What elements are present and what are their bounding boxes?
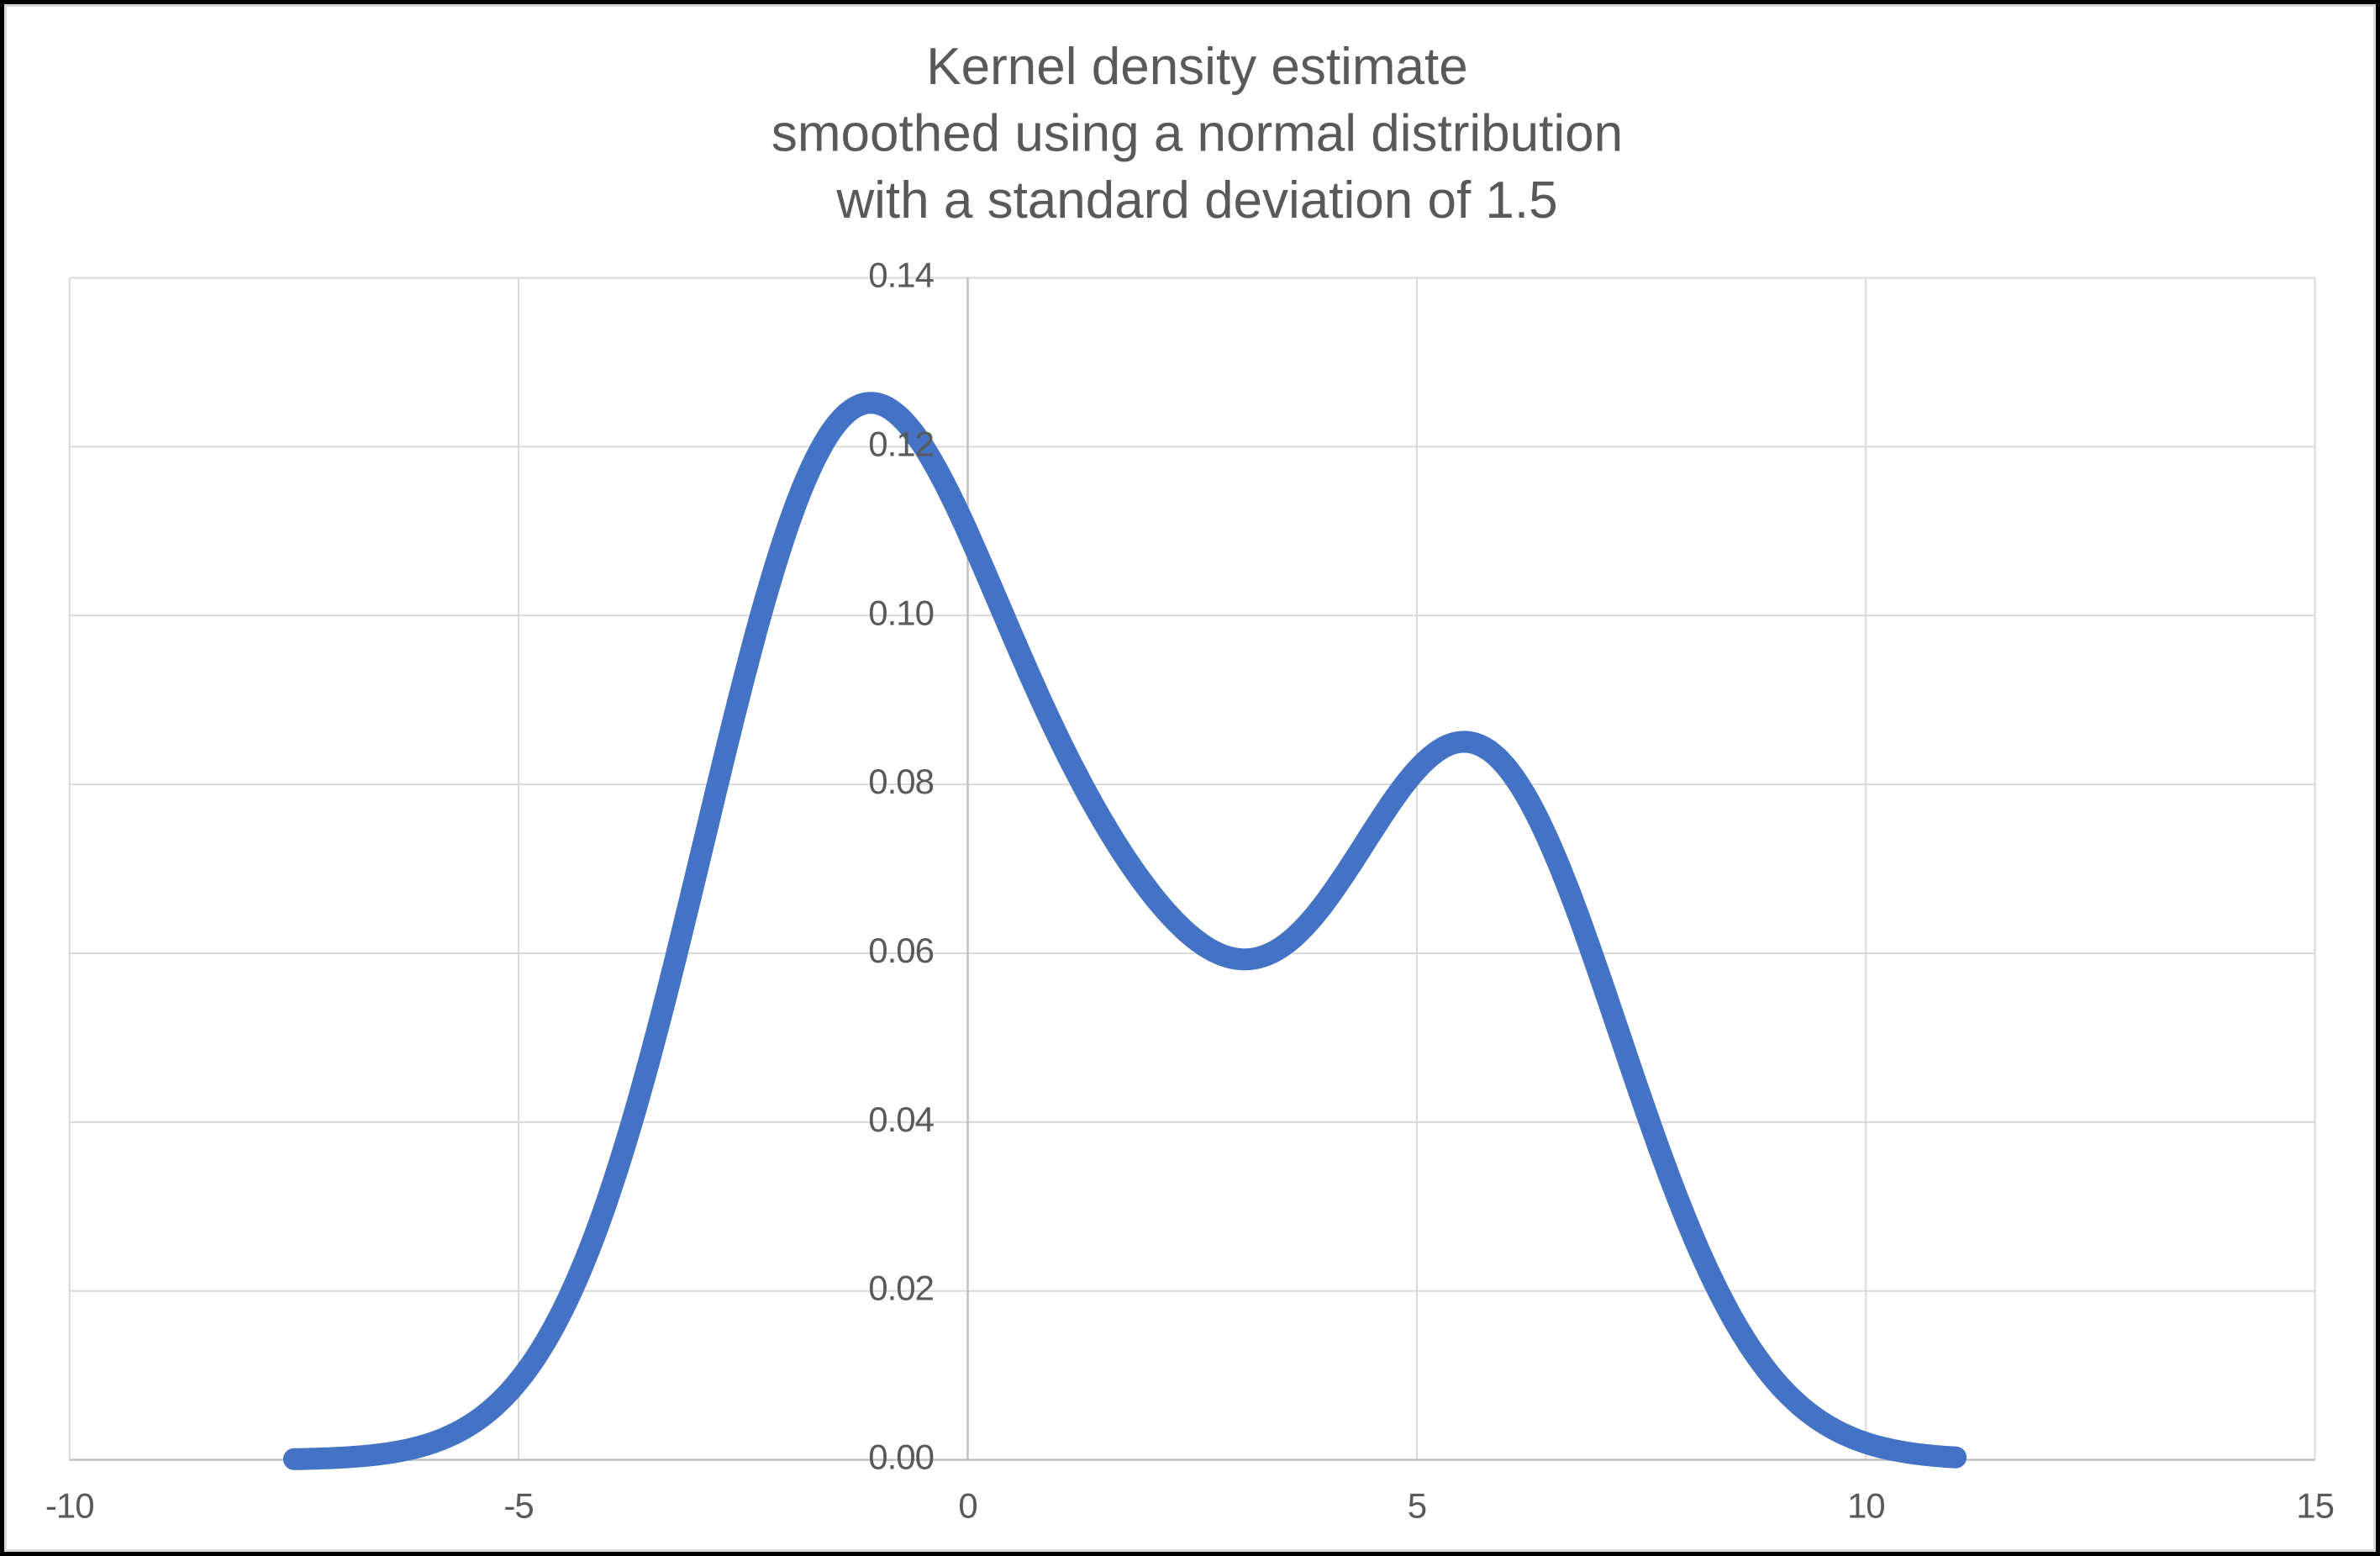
svg-text:-5: -5: [503, 1486, 533, 1526]
svg-text:0.12: 0.12: [868, 424, 934, 463]
svg-text:0.06: 0.06: [868, 931, 934, 970]
svg-text:0.04: 0.04: [868, 1100, 934, 1139]
svg-text:0.10: 0.10: [868, 593, 934, 632]
svg-text:0.08: 0.08: [868, 762, 934, 801]
svg-text:10: 10: [1847, 1486, 1885, 1526]
svg-text:0.14: 0.14: [868, 256, 934, 295]
svg-text:15: 15: [2296, 1486, 2334, 1526]
svg-text:with a standard deviation of 1: with a standard deviation of 1.5: [835, 171, 1557, 229]
svg-text:5: 5: [1408, 1486, 1426, 1526]
svg-text:-10: -10: [45, 1486, 94, 1526]
svg-text:Kernel density estimate: Kernel density estimate: [926, 38, 1467, 96]
svg-text:0.00: 0.00: [868, 1437, 934, 1477]
svg-text:0.02: 0.02: [868, 1269, 934, 1308]
svg-text:smoothed using a normal distri: smoothed using a normal distribution: [771, 105, 1623, 163]
svg-text:0: 0: [958, 1486, 977, 1526]
